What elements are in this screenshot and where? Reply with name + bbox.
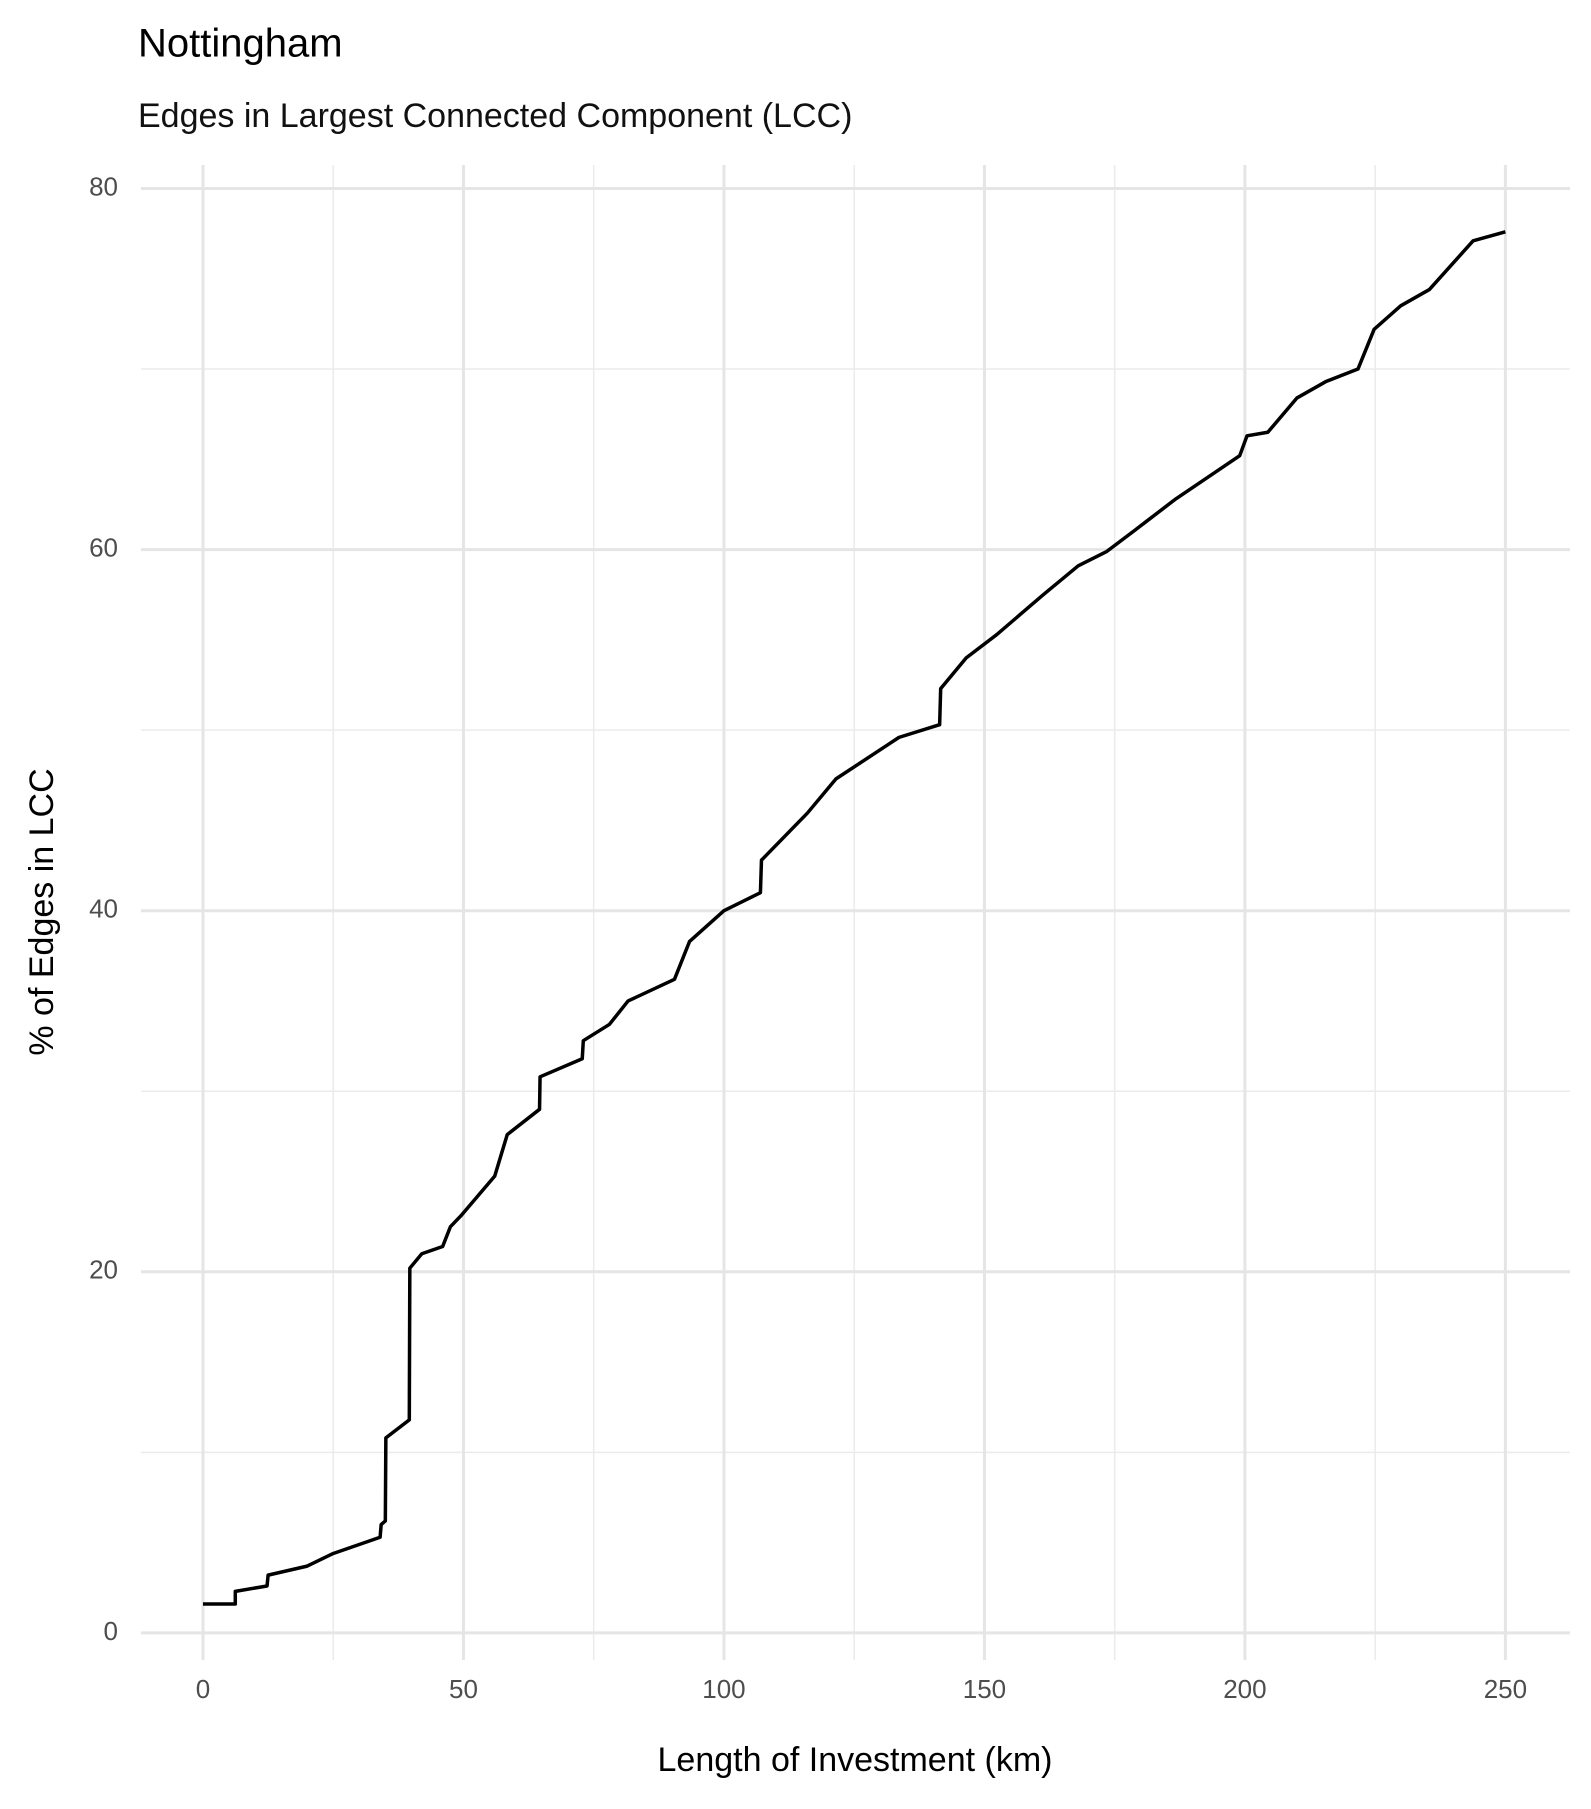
y-tick-label: 60 bbox=[89, 532, 118, 562]
x-tick-label: 0 bbox=[196, 1674, 210, 1704]
x-tick-label: 150 bbox=[963, 1674, 1006, 1704]
y-tick-label: 20 bbox=[89, 1255, 118, 1285]
y-tick-label: 80 bbox=[89, 171, 118, 201]
x-tick-label: 200 bbox=[1223, 1674, 1266, 1704]
chart-title: Nottingham bbox=[138, 22, 343, 66]
x-tick-label: 100 bbox=[702, 1674, 745, 1704]
x-axis-title: Length of Investment (km) bbox=[658, 1741, 1053, 1779]
y-tick-label: 0 bbox=[104, 1616, 118, 1646]
chart-subtitle: Edges in Largest Connected Component (LC… bbox=[138, 97, 852, 135]
data-line bbox=[202, 230, 1506, 1606]
x-tick-label: 50 bbox=[449, 1674, 478, 1704]
y-tick-label: 40 bbox=[89, 894, 118, 924]
x-tick-label: 250 bbox=[1484, 1674, 1527, 1704]
y-axis-title: % of Edges in LCC bbox=[23, 768, 61, 1055]
